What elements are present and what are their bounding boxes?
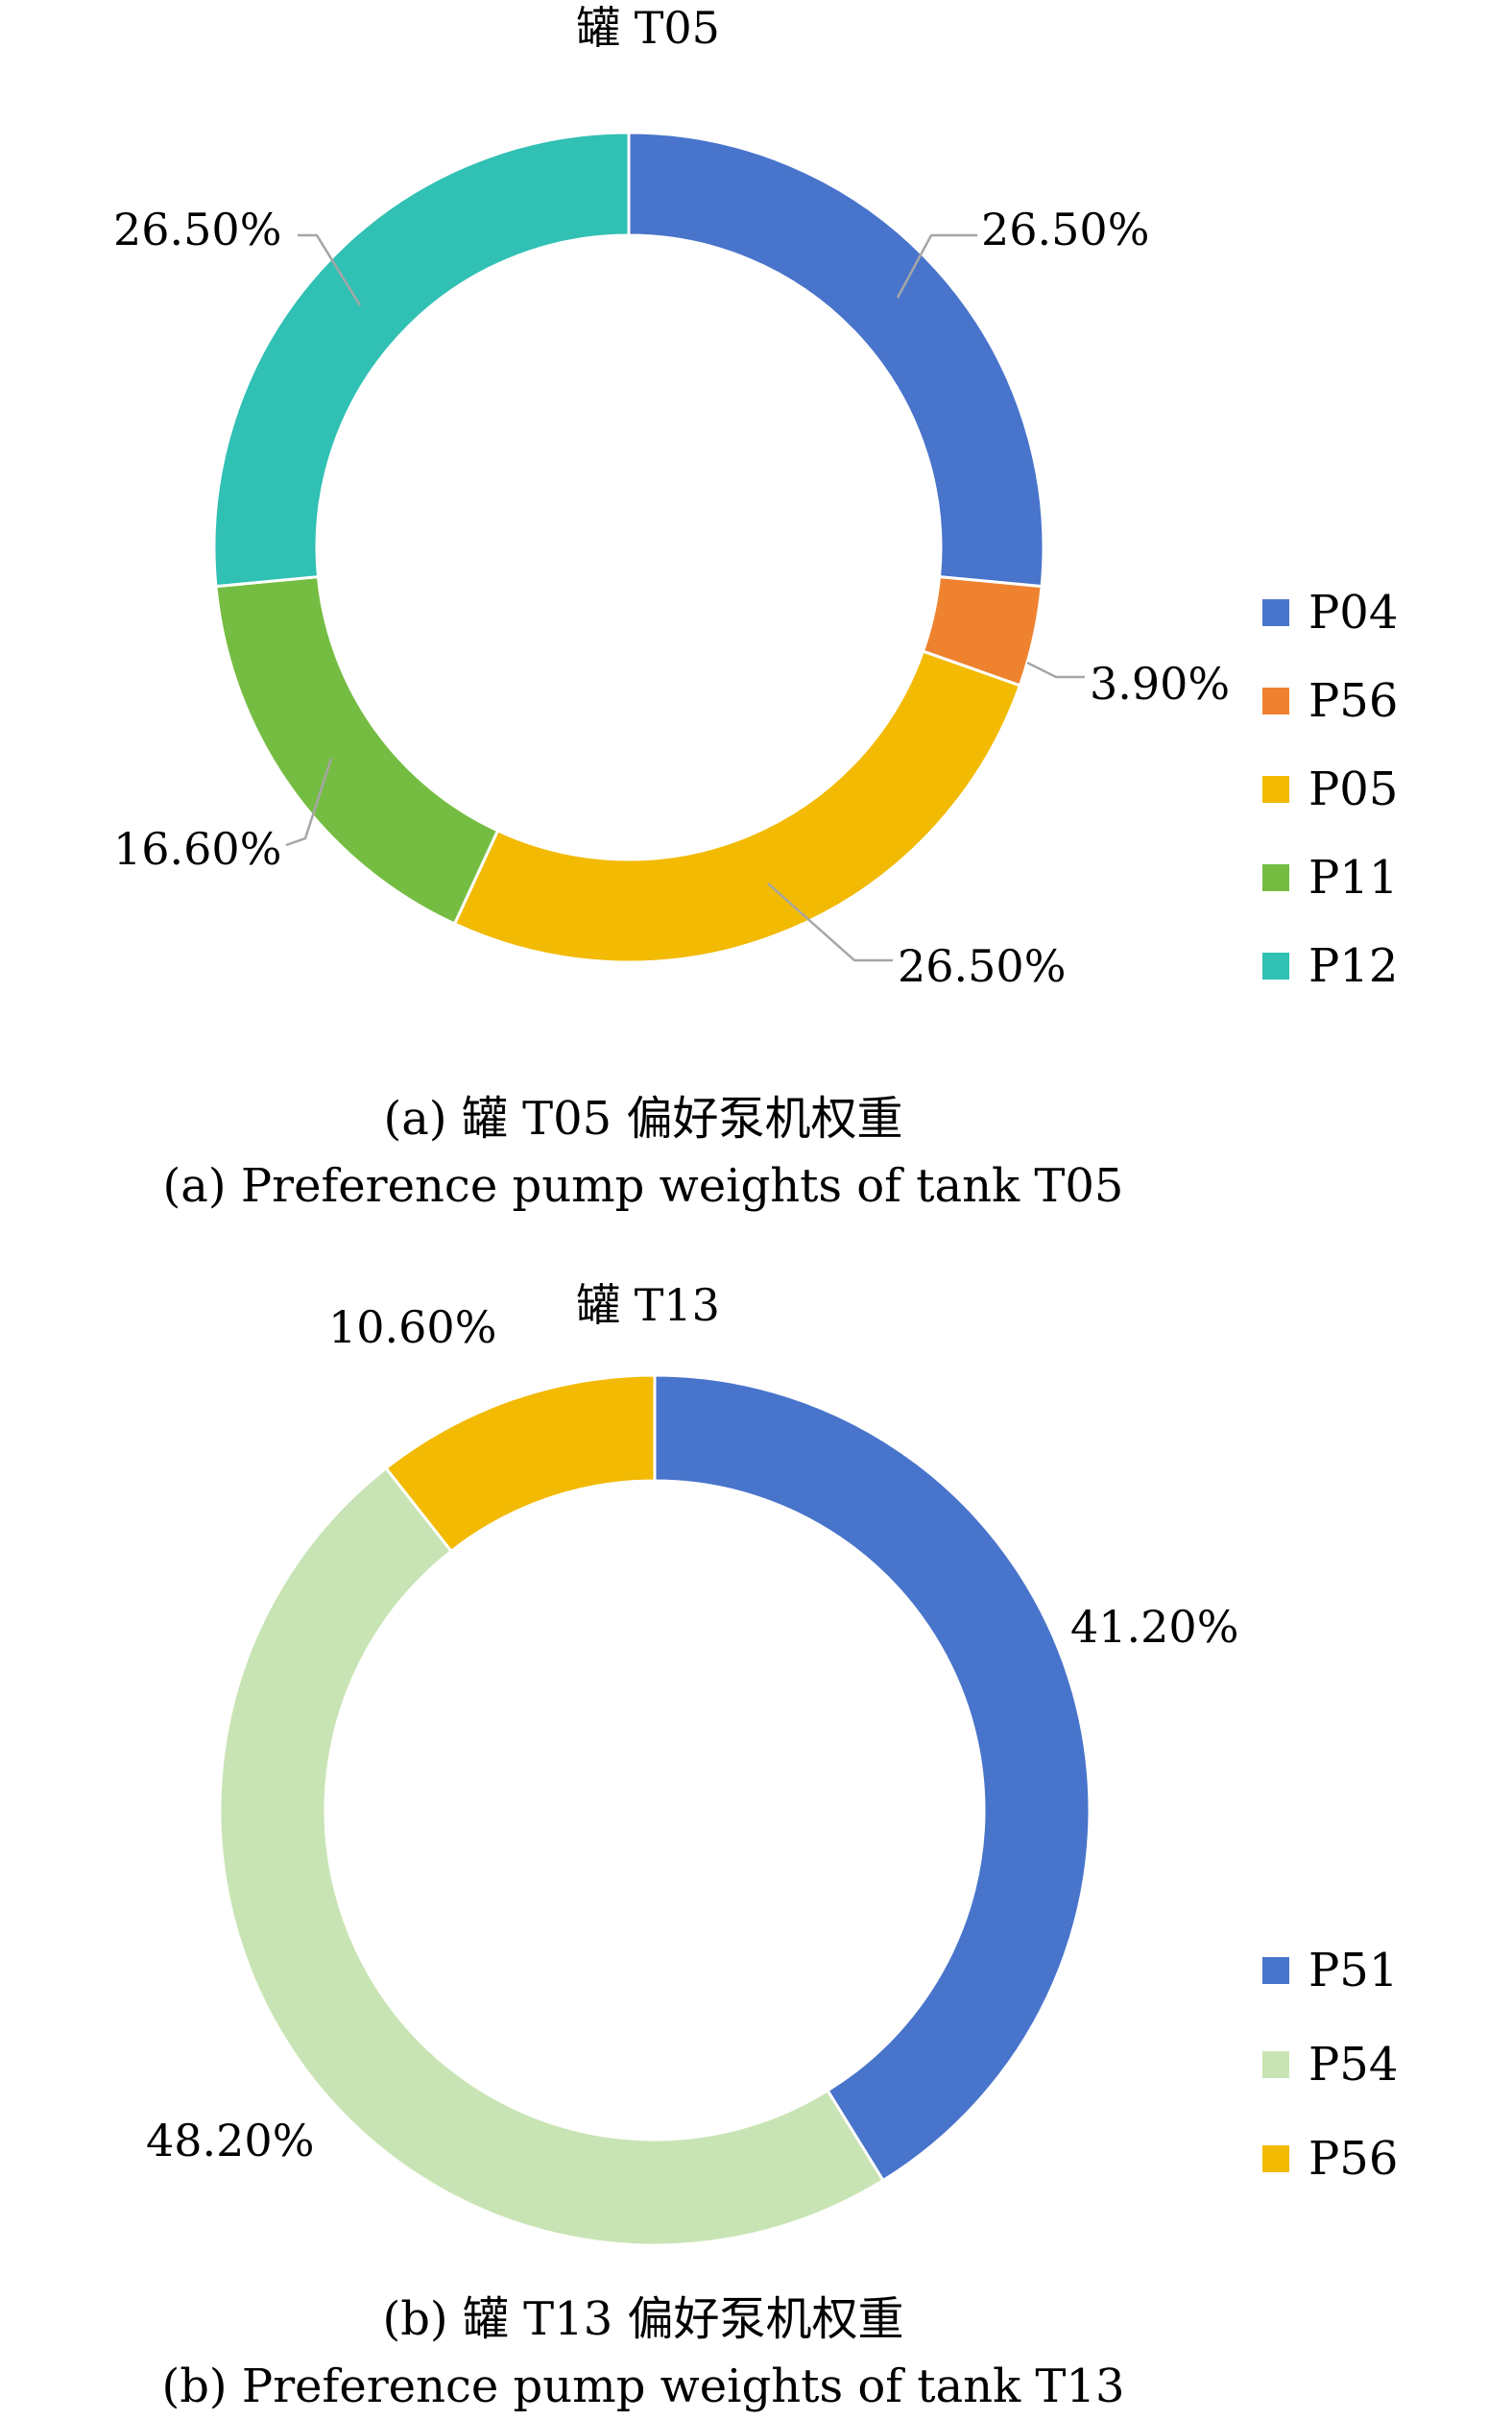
donut-slice-p54 [218,1465,885,2247]
data-label: 26.50% [898,940,1066,992]
legend-swatch [1262,776,1289,803]
caption-en-b: (b) Preference pump weights of tank T13 [161,2360,1125,2413]
donut-slice-p56 [384,1373,657,1554]
legend-swatch [1262,2051,1289,2078]
caption-cn-a: (a) 罐 T05 偏好泵机权重 [383,1092,903,1146]
legend-label: P04 [1308,586,1398,640]
chart-title: 罐 T13 [576,1279,720,1331]
leader-line [1026,661,1085,679]
legend-label: P51 [1308,1944,1398,1997]
chart-panel-b: 罐 T13 41.20% 48.20% 10.60% P51 P54 P56 (b) 罐 T… [0,1277,1512,2420]
donut-slice-p12 [212,131,631,589]
data-label: 16.60% [113,823,281,875]
donut-chart-b: 罐 T13 41.20% 48.20% 10.60% P51 P54 P56 [146,1279,1398,2247]
legend-swatch [1262,864,1289,891]
legend-swatch [1262,953,1289,980]
donut-slice-p04 [627,131,1045,589]
leader-line [285,758,333,847]
data-label: 48.20% [146,2115,314,2166]
donut-slice-p05 [452,649,1022,964]
chart-title: 罐 T05 [576,2,720,54]
caption-en-a: (a) Preference pump weights of tank T05 [162,1159,1124,1213]
legend-label: P05 [1308,762,1398,816]
data-label: 26.50% [981,204,1149,255]
legend-swatch [1262,1957,1289,1984]
leader-line [896,233,977,299]
data-label: 3.90% [1090,658,1230,710]
legend-label: P54 [1308,2038,1398,2092]
legend-swatch [1262,599,1289,626]
data-label: 10.60% [328,1301,496,1353]
leader-line [767,883,893,962]
legend-label: P12 [1308,939,1398,993]
leader-line [298,233,362,306]
data-label: 41.20% [1070,1601,1238,1653]
donut-slice-p51 [653,1373,1092,2183]
legend-label: P56 [1308,674,1398,728]
legend-label: P11 [1308,851,1398,905]
chart-panel-a: 罐 T05 26.50% 3.90% 26.50% 16.60% 26.50% P04 P56… [113,2,1398,1213]
legend-swatch [1262,2145,1289,2172]
legend-label: P56 [1308,2132,1398,2186]
donut-chart-a: 罐 T05 26.50% 3.90% 26.50% 16.60% 26.50% P04 P56… [113,2,1398,993]
caption-cn-b: (b) 罐 T13 偏好泵机权重 [382,2292,904,2346]
legend-swatch [1262,688,1289,714]
data-label: 26.50% [113,204,281,255]
